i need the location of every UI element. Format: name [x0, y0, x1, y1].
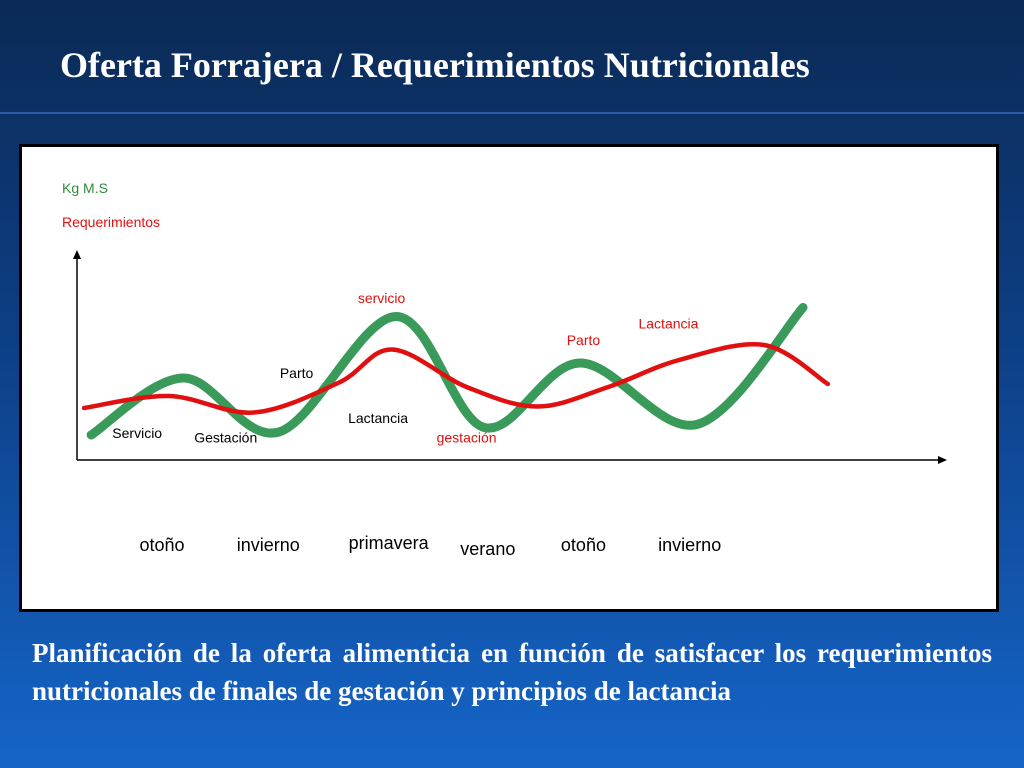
chart-panel: Kg M.S Requerimientos Servicio Gestación Par…: [19, 144, 999, 612]
annotation-label: Lactancia: [348, 410, 408, 426]
ylabel-requerimientos: Requerimientos: [62, 214, 160, 230]
title-divider: [0, 112, 1024, 114]
season-label: primavera: [349, 533, 430, 553]
slide-caption: Planificación de la oferta alimenticia e…: [32, 638, 992, 706]
annotation-label: Parto: [280, 365, 314, 381]
ylabel-kg-ms: Kg M.S: [62, 180, 108, 196]
chart-labels: Kg M.S Requerimientos Servicio Gestación Par…: [62, 180, 721, 559]
y-axis-arrow: [73, 250, 81, 259]
axes: [73, 250, 947, 464]
series-line-requerimientos: [81, 342, 831, 415]
series-line-kg-ms: [86, 303, 808, 440]
annotation-label: Gestación: [194, 430, 257, 446]
annotation-label: Lactancia: [638, 316, 698, 332]
series-lines: [81, 303, 831, 440]
season-label: verano: [460, 539, 515, 559]
x-axis-arrow: [938, 456, 947, 464]
season-label: invierno: [237, 535, 300, 555]
slide-title: Oferta Forrajera / Requerimientos Nutric…: [60, 45, 810, 85]
annotation-label: servicio: [358, 290, 406, 306]
season-label: otoño: [139, 535, 184, 555]
annotation-label: Parto: [567, 332, 601, 348]
forage-requirements-chart: Kg M.S Requerimientos Servicio Gestación Par…: [62, 180, 947, 559]
annotation-label: Servicio: [112, 425, 162, 441]
season-label: otoño: [561, 535, 606, 555]
season-label: invierno: [658, 535, 721, 555]
annotation-label: gestación: [437, 430, 497, 446]
